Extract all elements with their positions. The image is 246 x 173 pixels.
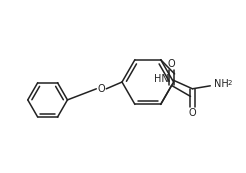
Text: NH: NH <box>214 79 229 89</box>
Text: HN: HN <box>154 74 169 84</box>
Text: O: O <box>189 108 196 118</box>
Text: O: O <box>97 84 105 94</box>
Text: O: O <box>168 59 175 69</box>
Text: 2: 2 <box>227 80 231 86</box>
